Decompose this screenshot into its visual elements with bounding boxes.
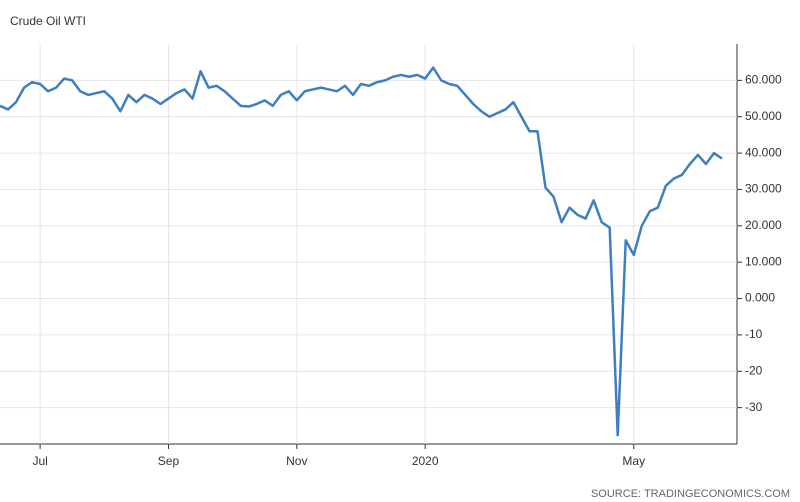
chart-title: Crude Oil WTI <box>10 14 86 28</box>
y-tick-label: 40.000 <box>745 145 782 159</box>
y-tick-label: -30 <box>745 400 763 414</box>
x-tick-label: 2020 <box>412 454 439 468</box>
x-tick-label: Nov <box>286 454 307 468</box>
y-tick-label: 50.000 <box>745 109 782 123</box>
source-note: SOURCE: TRADINGECONOMICS.COM <box>591 488 790 500</box>
y-tick-label: -20 <box>745 363 763 377</box>
y-tick-label: 30.000 <box>745 182 782 196</box>
x-tick-label: May <box>622 454 645 468</box>
x-tick-label: Jul <box>32 454 47 468</box>
y-tick-label: 20.000 <box>745 218 782 232</box>
y-tick-label: -10 <box>745 327 763 341</box>
data-line <box>0 66 723 437</box>
y-tick-label: 0.000 <box>745 291 775 305</box>
y-tick-label: 60.000 <box>745 73 782 87</box>
x-tick-label: Sep <box>158 454 180 468</box>
y-tick-label: 10.000 <box>745 254 782 268</box>
